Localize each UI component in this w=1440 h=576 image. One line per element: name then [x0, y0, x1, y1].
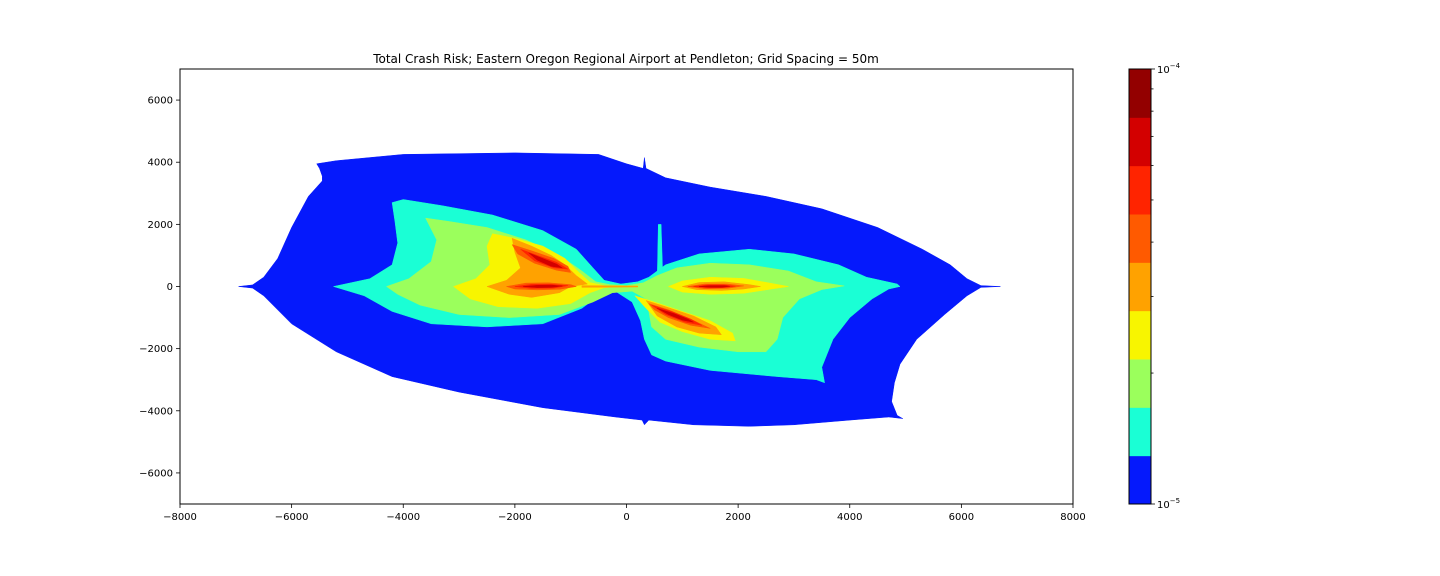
x-tick-label: 4000: [837, 512, 862, 523]
x-tick-label: −8000: [163, 512, 197, 523]
colorbar-band-6: [1129, 165, 1151, 215]
y-tick-label: 4000: [148, 158, 173, 169]
y-axis: −6000 −4000 −2000 0 2000 4000 6000: [139, 96, 180, 479]
colorbar-bands: [1129, 69, 1151, 505]
colorbar: 10−4 10−5: [1128, 62, 1181, 511]
x-tick-label: 0: [623, 512, 629, 523]
colorbar-band-1: [1129, 407, 1151, 457]
x-tick-label: 8000: [1060, 512, 1085, 523]
colorbar-band-8: [1129, 69, 1151, 118]
colorbar-band-4: [1129, 262, 1151, 312]
colorbar-band-2: [1129, 359, 1151, 408]
x-tick-label: 2000: [725, 512, 750, 523]
y-tick-label: −6000: [139, 468, 173, 479]
colorbar-band-0: [1129, 455, 1151, 505]
y-tick-label: −2000: [139, 344, 173, 355]
colorbar-min-base: 10: [1157, 500, 1170, 511]
x-axis: −8000 −6000 −4000 −2000 0 2000 4000 6000 8000: [163, 504, 1086, 523]
colorbar-band-3: [1129, 310, 1151, 360]
colorbar-max-base: 10: [1157, 65, 1170, 76]
plot-area: [179, 68, 1074, 505]
y-tick-label: 2000: [148, 220, 173, 231]
colorbar-max-exponent: −4: [1170, 62, 1181, 70]
x-tick-label: 6000: [949, 512, 974, 523]
colorbar-band-5: [1129, 214, 1151, 263]
colorbar-ticks: [1151, 68, 1155, 505]
y-tick-label: 0: [167, 282, 173, 293]
contour-layers: [238, 152, 1001, 427]
colorbar-band-7: [1129, 117, 1151, 167]
chart-title: Total Crash Risk; Eastern Oregon Regiona…: [372, 52, 879, 66]
contour-level-7-region-1: [528, 252, 563, 269]
contour-level-7-region-3: [657, 308, 694, 323]
contour-runway-band: [581, 285, 638, 288]
y-tick-label: 6000: [148, 96, 173, 107]
colorbar-min-label: 10−5: [1157, 497, 1180, 511]
contour-level-7-region-2: [699, 285, 730, 288]
colorbar-min-exponent: −5: [1170, 497, 1180, 505]
x-tick-label: −2000: [498, 512, 532, 523]
contour-level-7-region-0: [523, 284, 563, 288]
x-tick-label: −6000: [275, 512, 309, 523]
x-tick-label: −4000: [386, 512, 420, 523]
colorbar-frame: [1128, 68, 1152, 505]
y-tick-label: −4000: [139, 406, 173, 417]
colorbar-max-label: 10−4: [1157, 62, 1181, 76]
